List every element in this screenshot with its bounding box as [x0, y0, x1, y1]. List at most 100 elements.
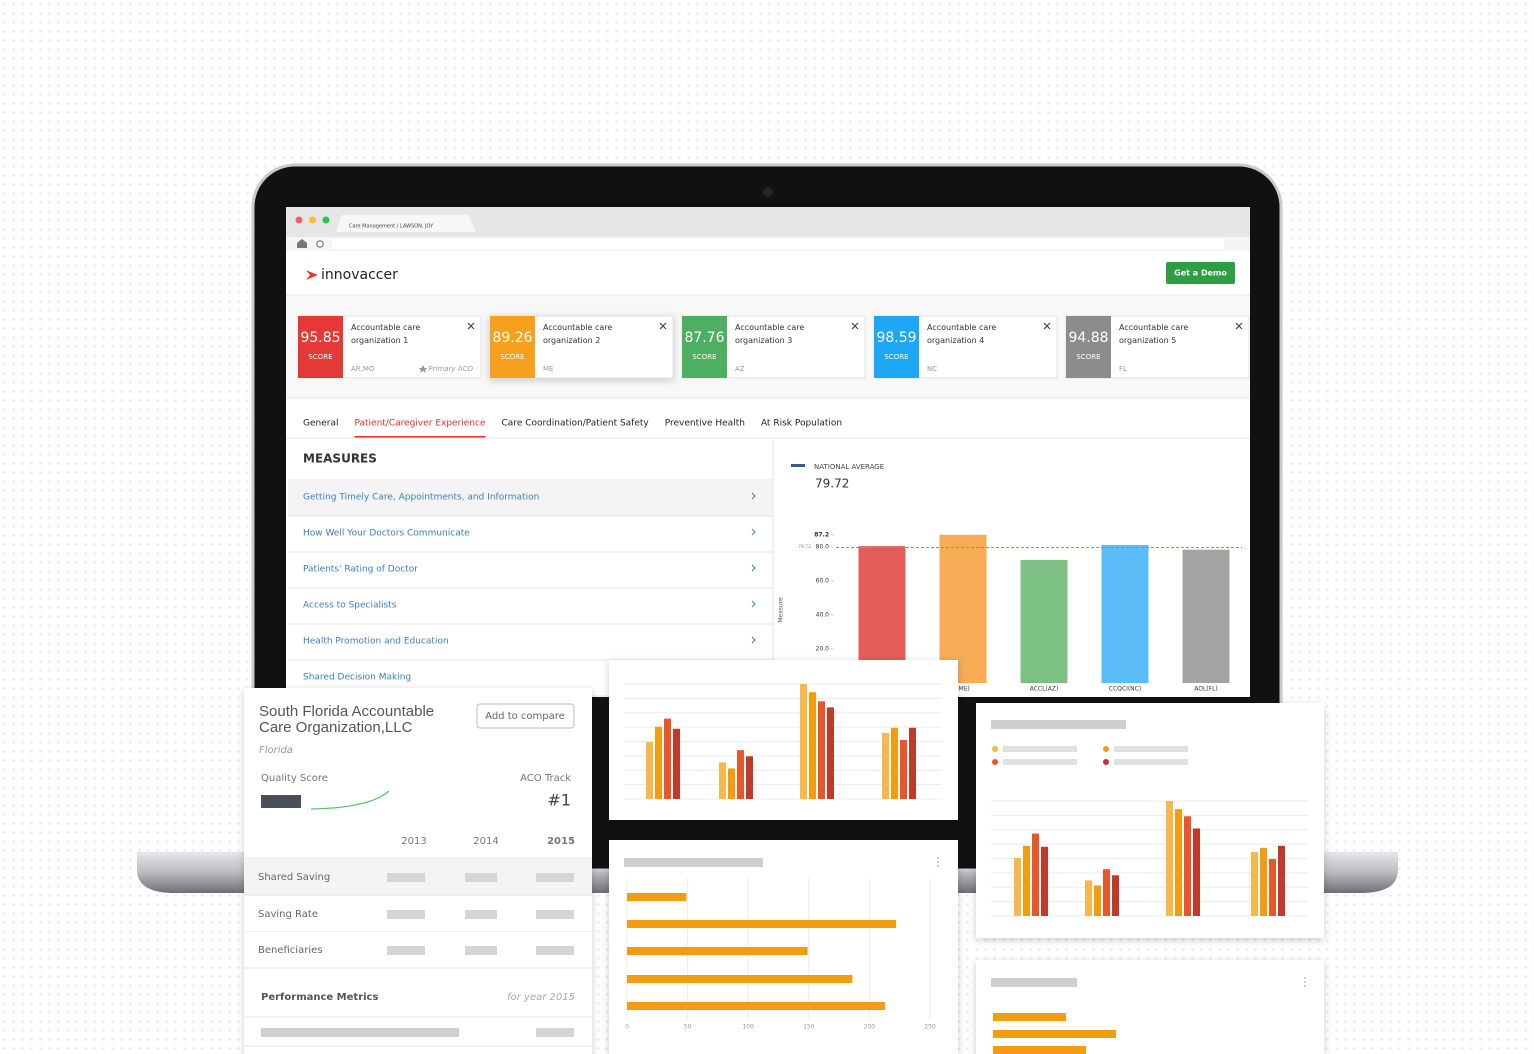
chevron [751, 528, 756, 536]
chart-card [976, 960, 1324, 1054]
address-field [332, 239, 1224, 249]
y-tick-label: 80.0 [816, 544, 830, 551]
placeholder [1003, 759, 1077, 765]
bar [800, 684, 807, 799]
demo-button-bg[interactable] [1166, 262, 1235, 284]
menu-dot [937, 865, 939, 867]
bar [809, 692, 816, 799]
measure-item[interactable]: How Well Your Doctors Communicate [303, 529, 470, 539]
placeholder [624, 858, 763, 867]
tab[interactable]: General [303, 419, 338, 429]
bar [627, 975, 853, 983]
x-tick-label: 50 [684, 1024, 692, 1031]
close-icon[interactable] [659, 322, 667, 330]
year: 2014 [473, 836, 498, 847]
close-icon[interactable] [467, 322, 475, 330]
x-tick-label: ACCL(AZ) [1030, 686, 1059, 693]
bar [1193, 828, 1200, 916]
bar [627, 947, 808, 955]
bar [646, 742, 653, 799]
legend-swatch [791, 464, 805, 467]
compare-button[interactable]: Add to compare [485, 711, 565, 722]
compare-button-bg [476, 703, 575, 729]
national-average: 79.72 [815, 477, 849, 491]
tab[interactable]: Preventive Health [665, 419, 745, 429]
camera [763, 187, 773, 197]
card-location: ME [543, 365, 553, 373]
bar [882, 732, 889, 799]
close-icon[interactable] [1235, 322, 1243, 330]
bar [909, 727, 916, 799]
bar [827, 707, 834, 799]
measure-item[interactable]: Getting Timely Care, Appointments, and I… [303, 493, 539, 503]
placeholder [465, 910, 497, 919]
bar [1023, 845, 1030, 916]
chevron [751, 636, 756, 644]
y-tick-label: 40.0 [816, 612, 830, 619]
bar [1251, 851, 1258, 916]
card-name-box: Accountable care organization 4 [927, 323, 996, 345]
card-name-box: Accountable care organization 2 [543, 323, 612, 345]
card-name-box: Accountable care organization 3 [735, 323, 805, 345]
y-axis-label: Measure [778, 597, 785, 623]
measure-item[interactable]: Access to Specialists [303, 601, 397, 611]
card-name: Accountable care organization 1 [351, 323, 421, 345]
close-icon[interactable] [1043, 322, 1051, 330]
card-name-box: Accountable care organization 5 [1119, 323, 1189, 345]
score-label: SCORE [500, 353, 524, 361]
demo-button[interactable]: Get a Demo [1174, 269, 1227, 278]
track-rank: #1 [547, 791, 571, 810]
measure-item[interactable]: Patients' Rating of Doctor [303, 565, 418, 575]
card-name: Accountable care organization 5 [1119, 323, 1189, 345]
placeholder [1114, 759, 1188, 765]
bar [1101, 544, 1149, 683]
bar [993, 1030, 1116, 1038]
close-icon[interactable] [851, 322, 859, 330]
placeholder [387, 910, 425, 919]
measure-item[interactable]: Health Promotion and Education [303, 637, 449, 647]
score-badge [874, 316, 919, 378]
measure-item[interactable]: Shared Decision Making [303, 673, 411, 683]
bar [939, 534, 987, 683]
legend-dot [992, 746, 998, 752]
placeholder [1114, 746, 1188, 752]
bar [655, 726, 662, 799]
bar [1182, 549, 1230, 683]
score-label: SCORE [692, 353, 716, 361]
home-icon [297, 239, 307, 248]
x-tick-label: 200 [864, 1024, 876, 1031]
score-badge [298, 316, 343, 378]
tab[interactable]: At Risk Population [761, 419, 842, 429]
bar [1094, 885, 1101, 916]
card-name: Accountable care organization 3 [735, 323, 805, 345]
window-dot [322, 216, 330, 224]
chevron [751, 600, 756, 608]
x-tick-label: 250 [924, 1024, 936, 1031]
quality-swatch [261, 795, 301, 808]
card-location: AZ [735, 365, 745, 373]
legend-dot [1103, 759, 1109, 765]
measures-title: MEASURES [303, 452, 377, 466]
tab[interactable]: Patient/Caregiver Experience [354, 419, 485, 429]
tab[interactable]: Care Coordination/Patient Safety [502, 419, 650, 429]
measure-row-bg [288, 480, 773, 516]
bar [1103, 869, 1110, 916]
bar [900, 739, 907, 799]
bar [993, 1013, 1066, 1021]
bar [1166, 801, 1173, 916]
placeholder [387, 873, 425, 882]
logo-mark [306, 270, 318, 280]
bar [673, 728, 680, 799]
x-tick-label: 0 [625, 1024, 629, 1031]
legend-dot [1103, 746, 1109, 752]
placeholder [465, 873, 497, 882]
score-value: 94.88 [1068, 330, 1108, 346]
card-location: FL [1119, 365, 1127, 373]
x-tick-label: CCQCI(NC) [1109, 686, 1141, 693]
window-dot [295, 216, 303, 224]
card-name-box: Accountable care organization 1 [351, 323, 421, 345]
placeholder [536, 1028, 574, 1037]
bar [719, 762, 726, 799]
bar [1032, 833, 1039, 916]
bar [627, 893, 687, 901]
